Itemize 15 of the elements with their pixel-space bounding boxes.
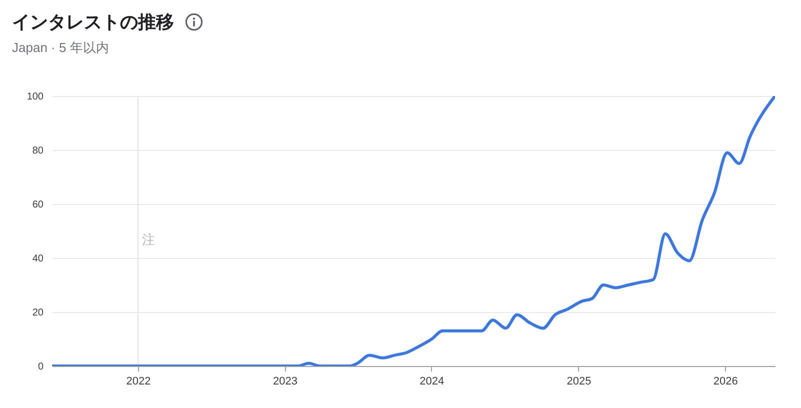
x-tick-label: 2026 [713, 376, 738, 388]
ref-line-label: 注 [142, 232, 156, 247]
x-tick-label: 2022 [126, 376, 151, 388]
y-tick-label: 80 [32, 146, 44, 156]
x-tick-label: 2023 [272, 376, 298, 388]
y-tick-label: 100 [26, 92, 44, 102]
chart-title: インタレストの推移 [12, 12, 174, 32]
y-tick-label: 0 [38, 362, 44, 372]
x-tick-label: 2025 [566, 376, 592, 388]
chart-subtitle: Japan · 5 年以内 [12, 40, 109, 55]
y-tick-label: 20 [32, 308, 44, 318]
line-series [52, 96, 775, 366]
x-tick-label: 2024 [420, 376, 444, 388]
y-tick-label: 60 [32, 200, 44, 210]
y-tick-label: 40 [32, 254, 44, 264]
